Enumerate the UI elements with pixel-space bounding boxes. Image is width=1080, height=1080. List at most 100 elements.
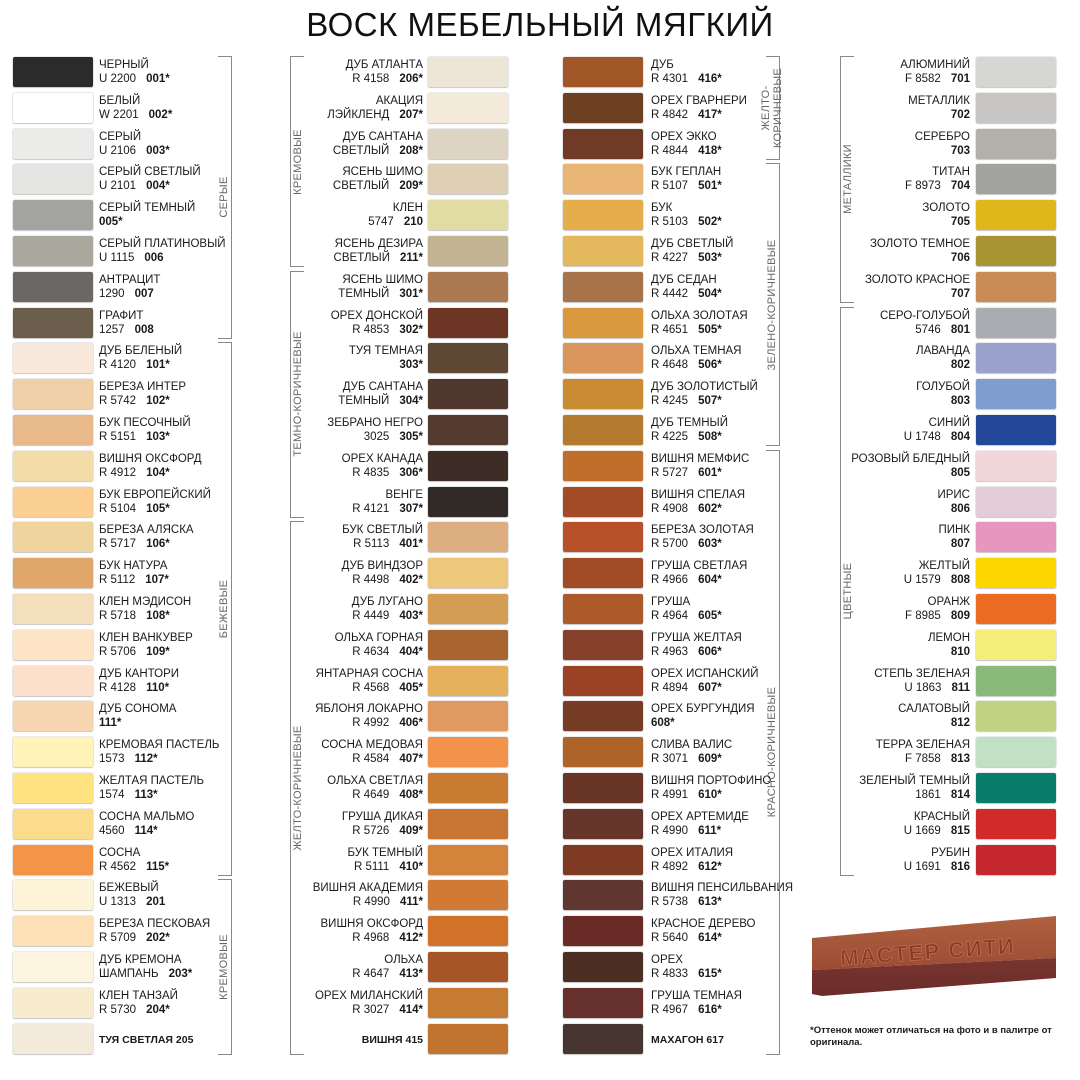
color-swatch[interactable] bbox=[563, 271, 643, 302]
color-swatch[interactable] bbox=[13, 594, 93, 624]
color-swatch[interactable] bbox=[13, 379, 93, 410]
color-swatch[interactable] bbox=[976, 307, 1056, 338]
color-swatch[interactable] bbox=[428, 200, 508, 231]
swatch-item[interactable]: ОРЕХ ДОНСКОЙ R 4853 302* bbox=[0, 307, 1080, 340]
swatch-item[interactable]: АНТРАЦИТ 1290 007 bbox=[0, 271, 1080, 304]
swatch-item[interactable]: СОСНА R 4562 115* bbox=[0, 844, 1080, 877]
color-swatch[interactable] bbox=[976, 665, 1056, 696]
color-swatch[interactable] bbox=[428, 594, 508, 624]
color-swatch[interactable] bbox=[976, 594, 1056, 624]
color-swatch[interactable] bbox=[976, 522, 1056, 553]
swatch-item[interactable]: ТУЯ ТЕМНАЯ 303* bbox=[0, 343, 1080, 375]
color-swatch[interactable] bbox=[13, 701, 93, 732]
swatch-item[interactable]: СЕРЫЙ СВЕТЛЫЙ U 2101 004* bbox=[0, 164, 1080, 196]
color-swatch[interactable] bbox=[13, 808, 93, 839]
swatch-item[interactable]: ОРЕХ БУРГУНДИЯ 608* bbox=[0, 701, 1080, 733]
color-swatch[interactable] bbox=[563, 916, 643, 947]
color-swatch[interactable] bbox=[563, 629, 643, 660]
color-swatch[interactable] bbox=[13, 415, 93, 445]
swatch-item[interactable]: СИНИЙ U 1748 804 bbox=[0, 415, 1080, 447]
color-swatch[interactable] bbox=[563, 200, 643, 231]
color-swatch[interactable] bbox=[976, 379, 1056, 410]
swatch-item[interactable]: ВИШНЯ ОКСФОРД R 4912 104* bbox=[0, 450, 1080, 483]
color-swatch[interactable] bbox=[428, 236, 508, 266]
swatch-item[interactable]: СОСНА МАЛЬМО 4560 114* bbox=[0, 808, 1080, 841]
color-swatch[interactable] bbox=[563, 486, 643, 517]
swatch-item[interactable]: ИРИС 806 bbox=[0, 486, 1080, 519]
color-swatch[interactable] bbox=[13, 164, 93, 195]
color-swatch[interactable] bbox=[976, 629, 1056, 660]
color-swatch[interactable] bbox=[428, 629, 508, 660]
swatch-item[interactable]: БУК ТЕМНЫЙ R 5111 410* bbox=[0, 844, 1080, 877]
swatch-item[interactable]: ОЛЬХА ТЕМНАЯ R 4648 506* bbox=[0, 343, 1080, 375]
color-swatch[interactable] bbox=[563, 307, 643, 338]
swatch-item[interactable]: КРЕМОВАЯ ПАСТЕЛЬ 1573 112* bbox=[0, 737, 1080, 769]
color-swatch[interactable] bbox=[563, 987, 643, 1018]
color-swatch[interactable] bbox=[563, 952, 643, 982]
color-swatch[interactable] bbox=[428, 808, 508, 839]
color-swatch[interactable] bbox=[428, 987, 508, 1018]
swatch-item[interactable]: ЧЕРНЫЙ U 2200 001* bbox=[0, 57, 1080, 89]
swatch-item[interactable]: СЕРЫЙ ТЕМНЫЙ 005* bbox=[0, 200, 1080, 232]
swatch-item[interactable]: ЯСЕНЬ ШИМО СВЕТЛЫЙ 209* bbox=[0, 164, 1080, 196]
swatch-item[interactable]: ВИШНЯ ПОРТОФИНО R 4991 610* bbox=[0, 773, 1080, 805]
color-swatch[interactable] bbox=[13, 92, 93, 123]
swatch-item[interactable]: ОРЕХ КАНАДА R 4835 306* bbox=[0, 450, 1080, 483]
swatch-item[interactable]: ГРУША ЖЕЛТАЯ R 4963 606* bbox=[0, 629, 1080, 662]
swatch-item[interactable]: БУК ГЕПЛАН R 5107 501* bbox=[0, 164, 1080, 196]
color-swatch[interactable] bbox=[13, 880, 93, 911]
color-swatch[interactable] bbox=[13, 343, 93, 374]
swatch-item[interactable]: ЗОЛОТО КРАСНОЕ 707 bbox=[0, 271, 1080, 304]
swatch-item[interactable]: ДУБ ЗОЛОТИСТЫЙ R 4245 507* bbox=[0, 379, 1080, 411]
swatch-item[interactable]: МЕТАЛЛИК 702 bbox=[0, 92, 1080, 125]
color-swatch[interactable] bbox=[563, 880, 643, 911]
swatch-item[interactable]: ГОЛУБОЙ 803 bbox=[0, 379, 1080, 411]
swatch-item[interactable]: БЕЛЫЙ W 2201 002* bbox=[0, 92, 1080, 125]
swatch-item[interactable]: ДУБ СВЕТЛЫЙ R 4227 503* bbox=[0, 236, 1080, 268]
color-swatch[interactable] bbox=[563, 164, 643, 195]
color-swatch[interactable] bbox=[563, 236, 643, 266]
swatch-item[interactable]: ДУБ ТЕМНЫЙ R 4225 508* bbox=[0, 415, 1080, 447]
color-swatch[interactable] bbox=[976, 773, 1056, 803]
color-swatch[interactable] bbox=[976, 701, 1056, 732]
swatch-item[interactable]: СЕРЫЙ U 2106 003* bbox=[0, 128, 1080, 161]
color-swatch[interactable] bbox=[428, 558, 508, 589]
color-swatch[interactable] bbox=[976, 558, 1056, 589]
color-swatch[interactable] bbox=[563, 522, 643, 553]
color-swatch[interactable] bbox=[976, 92, 1056, 123]
color-swatch[interactable] bbox=[563, 415, 643, 445]
swatch-item[interactable]: ГРУША ДИКАЯ R 5726 409* bbox=[0, 808, 1080, 841]
swatch-item[interactable]: ЯСЕНЬ ШИМО ТЕМНЫЙ 301* bbox=[0, 271, 1080, 304]
color-swatch[interactable] bbox=[428, 450, 508, 481]
color-swatch[interactable] bbox=[428, 271, 508, 302]
color-swatch[interactable] bbox=[13, 773, 93, 803]
color-swatch[interactable] bbox=[563, 844, 643, 875]
color-swatch[interactable] bbox=[428, 486, 508, 517]
swatch-item[interactable]: ВИШНЯ СПЕЛАЯ R 4908 602* bbox=[0, 486, 1080, 519]
color-swatch[interactable] bbox=[428, 916, 508, 947]
color-swatch[interactable] bbox=[428, 522, 508, 553]
color-swatch[interactable] bbox=[976, 808, 1056, 839]
color-swatch[interactable] bbox=[13, 952, 93, 982]
color-swatch[interactable] bbox=[563, 773, 643, 803]
swatch-item[interactable]: ЛАВАНДА 802 bbox=[0, 343, 1080, 375]
color-swatch[interactable] bbox=[976, 271, 1056, 302]
swatch-item[interactable]: БЕРЕЗА ИНТЕР R 5742 102* bbox=[0, 379, 1080, 411]
swatch-item[interactable]: БУК НАТУРА R 5112 107* bbox=[0, 558, 1080, 590]
swatch-item[interactable]: ЗОЛОТО ТЕМНОЕ 706 bbox=[0, 236, 1080, 268]
swatch-item[interactable]: ВИШНЯ ПЕНСИЛЬВАНИЯ R 5738 613* bbox=[0, 880, 1080, 912]
color-swatch[interactable] bbox=[428, 164, 508, 195]
swatch-item[interactable]: ЗЕБРАНО НЕГРО 3025 305* bbox=[0, 415, 1080, 447]
swatch-item[interactable]: РУБИН U 1691 816 bbox=[0, 844, 1080, 877]
color-swatch[interactable] bbox=[976, 486, 1056, 517]
swatch-item[interactable]: КЛЕН ВАНКУВЕР R 5706 109* bbox=[0, 629, 1080, 662]
swatch-item[interactable]: БУК СВЕТЛЫЙ R 5113 401* bbox=[0, 522, 1080, 554]
swatch-item[interactable]: СТЕПЬ ЗЕЛЕНАЯ U 1863 811 bbox=[0, 665, 1080, 698]
color-swatch[interactable] bbox=[13, 271, 93, 302]
swatch-item[interactable]: РОЗОВЫЙ БЛЕДНЫЙ 805 bbox=[0, 450, 1080, 483]
color-swatch[interactable] bbox=[563, 57, 643, 87]
color-swatch[interactable] bbox=[563, 128, 643, 159]
color-swatch[interactable] bbox=[563, 1023, 643, 1054]
swatch-item[interactable]: ЗОЛОТО 705 bbox=[0, 200, 1080, 232]
swatch-item[interactable]: СЕРЫЙ ПЛАТИНОВЫЙ U 1115 006 bbox=[0, 236, 1080, 268]
